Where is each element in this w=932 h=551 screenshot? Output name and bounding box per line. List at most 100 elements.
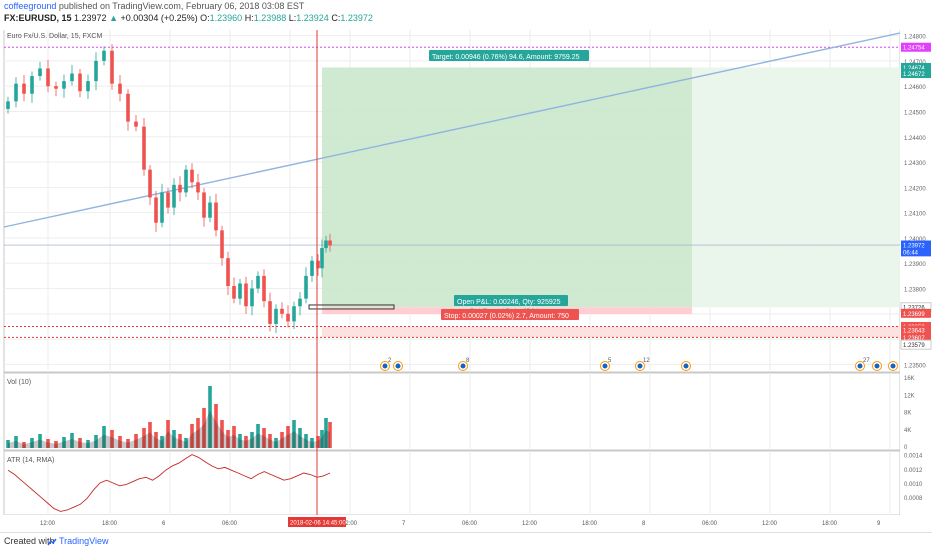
tradingview-brand-link[interactable]: TradingView [59, 536, 109, 546]
candle[interactable] [232, 286, 236, 299]
candle[interactable] [142, 126, 146, 170]
candle[interactable] [86, 81, 90, 92]
candle[interactable] [62, 81, 66, 89]
candle[interactable] [190, 169, 194, 183]
volume-bar [280, 432, 284, 448]
candle[interactable] [304, 275, 308, 299]
candle[interactable] [148, 169, 152, 198]
low-value: 1.23924 [296, 13, 329, 23]
candle[interactable] [22, 83, 26, 94]
time-axis[interactable] [0, 515, 932, 532]
volume-bar [220, 420, 224, 448]
candle[interactable] [274, 308, 278, 324]
volume-bar [166, 420, 170, 448]
volume-bar [14, 436, 18, 448]
target-label-bg [429, 50, 589, 61]
candle[interactable] [226, 258, 230, 286]
candle[interactable] [30, 76, 34, 94]
candle[interactable] [324, 240, 328, 249]
event-count: 5 [608, 358, 612, 364]
candle[interactable] [320, 248, 324, 269]
volume-bar [30, 438, 34, 448]
time-tick-label: 06:00 [222, 521, 238, 527]
candle[interactable] [160, 192, 164, 223]
volume-bar [94, 435, 98, 448]
profit-zone[interactable] [322, 67, 692, 308]
time-tick-label: 8 [642, 521, 646, 527]
candle[interactable] [70, 73, 74, 82]
candle[interactable] [214, 202, 218, 231]
price-axis[interactable] [900, 28, 932, 515]
candle[interactable] [134, 121, 138, 127]
candle[interactable] [54, 86, 58, 89]
atr-title[interactable]: ATR (14, RMA) [7, 457, 54, 464]
candle[interactable] [172, 184, 176, 208]
candle[interactable] [166, 192, 170, 208]
candle[interactable] [292, 306, 296, 322]
candle[interactable] [268, 301, 272, 324]
symbol-title[interactable]: Euro Fx/U.S. Dollar, 15, FXCM [7, 33, 102, 40]
volume-bar [62, 437, 66, 448]
target-label[interactable]: Target: 0.00946 (0.76%) 94.6, Amount: 97… [432, 54, 580, 61]
volume-bar [256, 424, 260, 448]
author-link[interactable]: coffeeground [4, 1, 57, 11]
volume-tick-label: 16K [904, 376, 915, 382]
candle[interactable] [220, 230, 224, 259]
candle[interactable] [78, 73, 82, 92]
low-label: L: [288, 13, 297, 23]
candle[interactable] [154, 197, 158, 223]
candle[interactable] [126, 93, 130, 122]
candle[interactable] [94, 60, 98, 82]
volume-bar [22, 442, 26, 448]
volume-bar [238, 434, 242, 448]
candle[interactable] [298, 298, 302, 307]
volume-bar [226, 430, 230, 448]
chart-canvas[interactable]: 1.24800 1.24700 1.24600 1.24500 1.24400 1.243… [0, 0, 932, 532]
flag-icon [602, 363, 608, 369]
candle[interactable] [38, 68, 42, 77]
candle[interactable] [316, 260, 320, 269]
volume-bar [310, 438, 314, 448]
symbol-label[interactable]: FX:EURUSD, 15 [4, 13, 72, 23]
candle[interactable] [178, 184, 182, 193]
candle[interactable] [286, 313, 290, 322]
candle[interactable] [244, 283, 248, 307]
candle[interactable] [102, 50, 106, 61]
candle[interactable] [238, 283, 242, 299]
candle[interactable] [256, 275, 260, 289]
atr-tick-label: 0.0014 [904, 454, 923, 460]
candle[interactable] [14, 83, 18, 102]
candle[interactable] [118, 83, 122, 94]
volume-title[interactable]: Vol (10) [7, 379, 31, 386]
candle[interactable] [250, 288, 254, 307]
price-axis-badge [901, 42, 931, 52]
time-tick-label: 18:00 [102, 521, 118, 527]
candle[interactable] [6, 101, 10, 109]
open-pnl-label-bg [454, 295, 568, 306]
candle[interactable] [110, 50, 114, 84]
atr-tick-label: 0.0012 [904, 468, 923, 474]
stop-label[interactable]: Stop: 0.00027 (0.02%) 2.7, Amount: 750 [444, 313, 569, 320]
candle[interactable] [328, 240, 332, 246]
atr-pane[interactable] [3, 450, 901, 516]
candle[interactable] [196, 182, 200, 193]
volume-pane[interactable] [3, 372, 901, 451]
candle[interactable] [280, 308, 284, 314]
trendline[interactable] [3, 32, 901, 228]
price-tick-label: 1.24800 [904, 35, 926, 41]
candle[interactable] [202, 192, 206, 218]
volume-ma-area [8, 410, 330, 448]
candle[interactable] [262, 275, 266, 302]
open-pnl-label[interactable]: Open P&L: 0.00246, Qty: 925925 [457, 299, 561, 306]
price-axis-badge [900, 339, 932, 350]
candle[interactable] [46, 68, 50, 87]
flag-icon [460, 363, 466, 369]
volume-bar [304, 434, 308, 448]
event-count: 8 [466, 358, 470, 364]
candle[interactable] [184, 169, 188, 193]
candle[interactable] [310, 260, 314, 276]
price-axis-label: 1.23643 [903, 329, 925, 335]
entry-box[interactable] [308, 304, 395, 310]
candle[interactable] [208, 202, 212, 218]
volume-bar [214, 404, 218, 448]
